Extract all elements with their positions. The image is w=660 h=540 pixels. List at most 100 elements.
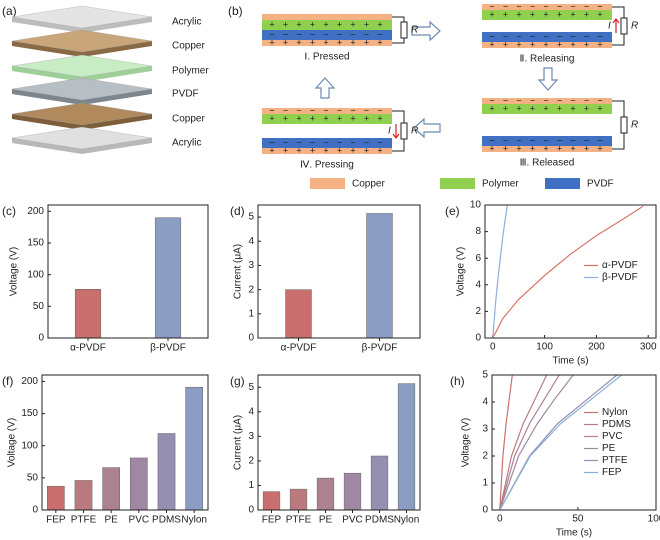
pvdf-layer (262, 30, 392, 40)
y-tick-label: 1 (248, 480, 254, 491)
charge-sign: − (283, 137, 288, 147)
charge-sign: + (557, 39, 562, 49)
charge-sign: + (503, 143, 508, 153)
data-line (492, 204, 508, 339)
charge-sign: − (557, 31, 562, 41)
pvdf-layer (482, 136, 612, 146)
bar (157, 433, 176, 511)
charge-sign: + (597, 9, 602, 19)
charge-sign: − (557, 135, 562, 145)
arrow-left (413, 117, 441, 139)
bar (74, 288, 102, 339)
charge-sign: − (597, 31, 602, 41)
legend-swatch (545, 178, 580, 189)
plot-frame (491, 374, 657, 511)
charge-sign: − (570, 135, 575, 145)
copper-layer (262, 108, 392, 114)
plot-frame (47, 204, 209, 339)
y-tick-label: 5 (248, 212, 254, 223)
y-tick-label: 0 (248, 333, 254, 344)
charge-sign: − (269, 137, 274, 147)
layer-label: Copper (172, 41, 205, 52)
charge-sign: − (310, 105, 315, 115)
layer-side (12, 17, 82, 33)
charge-sign: − (350, 137, 355, 147)
charge-sign: − (489, 1, 494, 11)
charge-sign: + (350, 19, 355, 29)
polymer-layer (262, 20, 392, 30)
y-tick-label: 2 (248, 456, 254, 467)
copper-layer (482, 98, 612, 104)
polymer-layer (482, 10, 612, 20)
data-line (499, 374, 622, 511)
legend-label: PDMS (602, 419, 631, 430)
charge-sign: − (516, 1, 521, 11)
y-tick-label: 5 (248, 382, 254, 393)
charge-sign: + (503, 103, 508, 113)
charge-sign: + (283, 19, 288, 29)
charge-sign: + (310, 113, 315, 123)
layer-side (12, 89, 82, 105)
layer-side (82, 138, 152, 154)
charge-sign: − (296, 29, 301, 39)
charge-sign: − (296, 105, 301, 115)
layer-side (82, 17, 152, 33)
charge-sign: + (337, 145, 342, 155)
resistor (620, 116, 628, 134)
y-tick-label: 150 (21, 408, 38, 419)
charge-sign: − (570, 95, 575, 105)
charge-sign: − (584, 135, 589, 145)
charge-sign: − (310, 29, 315, 39)
data-line (499, 374, 560, 511)
bar (316, 477, 335, 511)
pvdf-layer (262, 138, 392, 148)
panel-label: (d) (230, 204, 245, 218)
bar (366, 213, 393, 339)
charge-sign: − (557, 95, 562, 105)
charge-sign: − (364, 105, 369, 115)
y-tick-label: 200 (21, 376, 38, 387)
x-tick-label: 100 (648, 514, 660, 525)
charge-sign: + (350, 145, 355, 155)
bar (130, 457, 148, 511)
charge-sign: + (584, 39, 589, 49)
charge-sign: − (543, 31, 548, 41)
plot-frame (484, 204, 657, 339)
y-tick-label: 2 (475, 306, 481, 317)
y-tick-label: 3 (248, 260, 254, 271)
charge-sign: + (516, 9, 521, 19)
copper-layer (262, 14, 392, 20)
pvdf-layer (482, 32, 612, 42)
charge-sign: − (489, 135, 494, 145)
charge-sign: − (350, 29, 355, 39)
bar (397, 383, 416, 511)
layer-top (11, 29, 153, 53)
charge-sign: + (296, 37, 301, 47)
x-axis-title: Time (s) (552, 356, 588, 367)
charge-sign: + (296, 19, 301, 29)
y-tick-label: 4 (482, 397, 488, 408)
layer-top (11, 77, 153, 101)
charge-sign: + (269, 37, 274, 47)
charge-sign: − (269, 29, 274, 39)
copper-layer (262, 148, 392, 154)
resistor-label: R (631, 21, 638, 32)
y-tick-label: 4 (248, 406, 254, 417)
charge-sign: − (350, 105, 355, 115)
y-tick-label: 2 (248, 284, 254, 295)
x-tick-label: 200 (588, 342, 605, 353)
layer-label: Polymer (172, 66, 209, 77)
charge-sign: + (543, 143, 548, 153)
charge-sign: + (530, 143, 535, 153)
x-tick-label: α-PVDF (70, 343, 106, 354)
layer-top (11, 126, 153, 150)
x-axis-title: Time (s) (556, 528, 592, 539)
wire (392, 16, 405, 44)
charge-sign: + (364, 113, 369, 123)
y-tick-label: 50 (27, 472, 39, 483)
charge-sign: + (489, 143, 494, 153)
y-tick-label: 150 (27, 238, 44, 249)
layer-side (12, 41, 82, 57)
y-axis-title: Voltage (V) (7, 418, 18, 467)
charge-sign: − (377, 29, 382, 39)
